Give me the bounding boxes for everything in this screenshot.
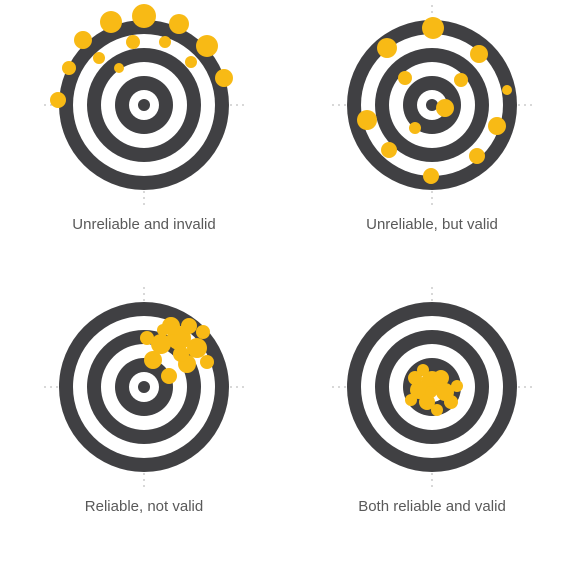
panel-reliable-valid: Both reliable and valid <box>288 282 576 564</box>
caption-unreliable-valid: Unreliable, but valid <box>366 216 498 233</box>
target-reliable-valid <box>327 282 537 492</box>
caption-reliable-not-valid: Reliable, not valid <box>85 498 203 515</box>
target-unreliable-valid <box>327 0 537 210</box>
target-reliable-not-valid <box>39 282 249 492</box>
diagram-grid: Unreliable and invalid Unreliable, but v… <box>0 0 576 564</box>
panel-unreliable-valid: Unreliable, but valid <box>288 0 576 282</box>
panel-unreliable-invalid: Unreliable and invalid <box>0 0 288 282</box>
caption-unreliable-invalid: Unreliable and invalid <box>72 216 215 233</box>
caption-reliable-valid: Both reliable and valid <box>358 498 506 515</box>
target-unreliable-invalid <box>39 0 249 210</box>
panel-reliable-not-valid: Reliable, not valid <box>0 282 288 564</box>
